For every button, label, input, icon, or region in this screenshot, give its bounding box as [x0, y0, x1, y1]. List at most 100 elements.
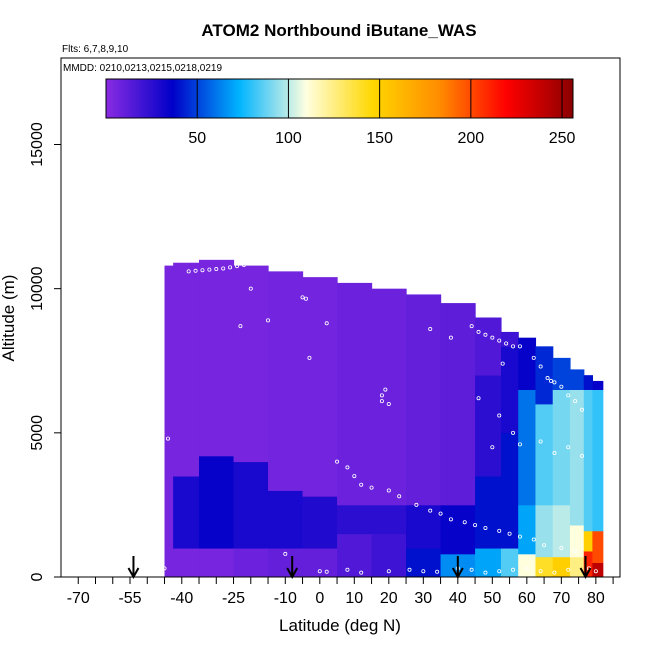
heatmap-cell — [199, 259, 235, 457]
sample-point — [511, 344, 516, 349]
y-tick-label: 0 — [29, 572, 46, 581]
sample-point — [476, 329, 481, 334]
heatmap-cell — [475, 317, 502, 376]
sample-point — [548, 378, 553, 383]
sample-point — [497, 338, 502, 343]
heatmap-cell — [173, 476, 200, 549]
sample-point — [241, 263, 246, 268]
sample-point — [369, 485, 374, 490]
heatmap-cell — [233, 265, 269, 463]
x-tick-label: 10 — [345, 590, 363, 607]
heatmap-cell — [173, 548, 200, 577]
heatmap-cell — [500, 331, 519, 347]
sample-point — [428, 327, 433, 332]
sample-point — [238, 324, 243, 329]
sample-point — [545, 376, 550, 381]
heatmap-cell — [535, 404, 554, 506]
heatmap-cell — [173, 262, 200, 477]
heatmap-field — [164, 259, 604, 577]
subtitle-flights: Flts: 6,7,8,9,10 — [62, 44, 129, 55]
sample-point — [483, 525, 488, 530]
sample-point — [593, 569, 598, 574]
subtitle-dates: MMDD: 0210,0213,0215,0218,0219 — [63, 63, 222, 74]
heatmap-cell — [337, 504, 373, 535]
sample-point — [573, 549, 578, 554]
sample-point — [462, 520, 467, 525]
sample-point — [162, 566, 167, 571]
heatmap-cell — [500, 432, 519, 549]
sample-point — [566, 445, 571, 450]
flight-arrow — [286, 556, 299, 580]
heatmap-cell — [552, 504, 571, 558]
colorbar-tick-label: 200 — [457, 130, 484, 147]
sample-point — [421, 569, 426, 574]
heatmap-cell — [475, 375, 502, 477]
flight-arrow-head — [579, 567, 592, 580]
sample-point — [352, 474, 357, 479]
sample-point — [303, 296, 308, 301]
x-axis-label: Latitude (deg N) — [279, 616, 401, 635]
heatmap-cell — [406, 294, 442, 506]
x-tick-label: 80 — [587, 590, 605, 607]
sample-point — [473, 523, 478, 528]
heatmap-cell — [233, 461, 269, 549]
sample-point — [165, 436, 170, 441]
sample-point — [517, 534, 522, 539]
x-tick-label: 20 — [380, 590, 398, 607]
sample-point — [234, 264, 239, 269]
colorbar: 50 100 150 200 250 — [105, 78, 576, 147]
sample-point — [438, 511, 443, 516]
sample-point — [542, 543, 547, 548]
heatmap-cell — [583, 375, 593, 390]
heatmap-cell — [552, 556, 571, 577]
sample-point — [386, 569, 391, 574]
colorbar-tick-label: 250 — [549, 130, 576, 147]
x-tick-label: -70 — [67, 590, 90, 607]
sample-point — [448, 517, 453, 522]
flight-arrow — [451, 556, 464, 580]
heatmap-cell — [583, 530, 593, 552]
heatmap-cell — [552, 389, 571, 506]
heatmap-cell — [199, 548, 235, 577]
sample-point — [266, 318, 271, 323]
heatmap-cell — [500, 548, 519, 577]
sample-point — [248, 261, 253, 266]
heatmap-cell — [592, 530, 604, 563]
sample-point — [255, 249, 260, 254]
sample-point — [386, 488, 391, 493]
sample-point — [200, 268, 205, 273]
sample-point — [448, 335, 453, 340]
sample-point — [324, 321, 329, 326]
sample-point — [531, 537, 536, 542]
x-tick-label: 0 — [315, 590, 324, 607]
flight-arrow-head — [286, 567, 299, 580]
flight-arrows — [127, 556, 592, 580]
sample-point — [317, 569, 322, 574]
flight-arrow — [579, 556, 592, 580]
y-axis: 0 5000 10000 15000 — [29, 122, 61, 581]
sample-point — [469, 324, 474, 329]
heatmap-cell — [592, 562, 604, 577]
heatmap-cell — [371, 533, 407, 577]
flight-arrow — [127, 556, 140, 580]
heatmap-cell — [440, 303, 476, 506]
heatmap-cell — [406, 504, 442, 549]
sample-point — [345, 465, 350, 470]
heatmap-cell — [518, 553, 537, 577]
y-tick-label: 5000 — [29, 415, 46, 451]
heatmap-cell — [268, 490, 304, 549]
heatmap-cell — [569, 525, 585, 558]
flight-arrow-head — [451, 567, 464, 580]
sample-point — [573, 399, 578, 404]
heatmap-cell — [552, 357, 571, 390]
sample-point — [397, 494, 402, 499]
sample-point — [345, 567, 350, 572]
sample-point — [435, 569, 440, 574]
sample-point — [559, 546, 564, 551]
heatmap-cell — [592, 389, 604, 532]
heatmap-cell — [268, 271, 304, 491]
colorbar-tick-label: 100 — [275, 130, 302, 147]
sample-point — [476, 396, 481, 401]
heatmap-cell — [337, 282, 373, 506]
